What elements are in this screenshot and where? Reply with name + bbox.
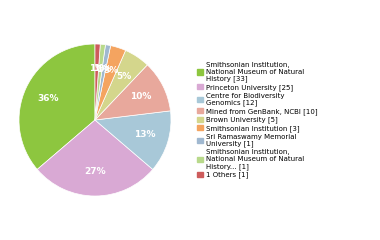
Wedge shape: [95, 44, 100, 120]
Text: 3%: 3%: [103, 66, 119, 75]
Wedge shape: [95, 45, 111, 120]
Wedge shape: [19, 44, 95, 169]
Wedge shape: [95, 50, 147, 120]
Text: 27%: 27%: [84, 167, 106, 176]
Wedge shape: [95, 46, 126, 120]
Text: 13%: 13%: [134, 131, 155, 139]
Wedge shape: [95, 44, 106, 120]
Wedge shape: [95, 65, 171, 120]
Text: 10%: 10%: [130, 92, 152, 101]
Text: 1%: 1%: [93, 64, 108, 73]
Text: 5%: 5%: [116, 72, 131, 81]
Text: 1%: 1%: [96, 65, 111, 74]
Text: 1%: 1%: [89, 64, 105, 73]
Legend: Smithsonian Institution,
National Museum of Natural
History [33], Princeton Univ: Smithsonian Institution, National Museum…: [197, 61, 318, 179]
Wedge shape: [95, 111, 171, 169]
Text: 36%: 36%: [37, 94, 59, 103]
Wedge shape: [37, 120, 153, 196]
